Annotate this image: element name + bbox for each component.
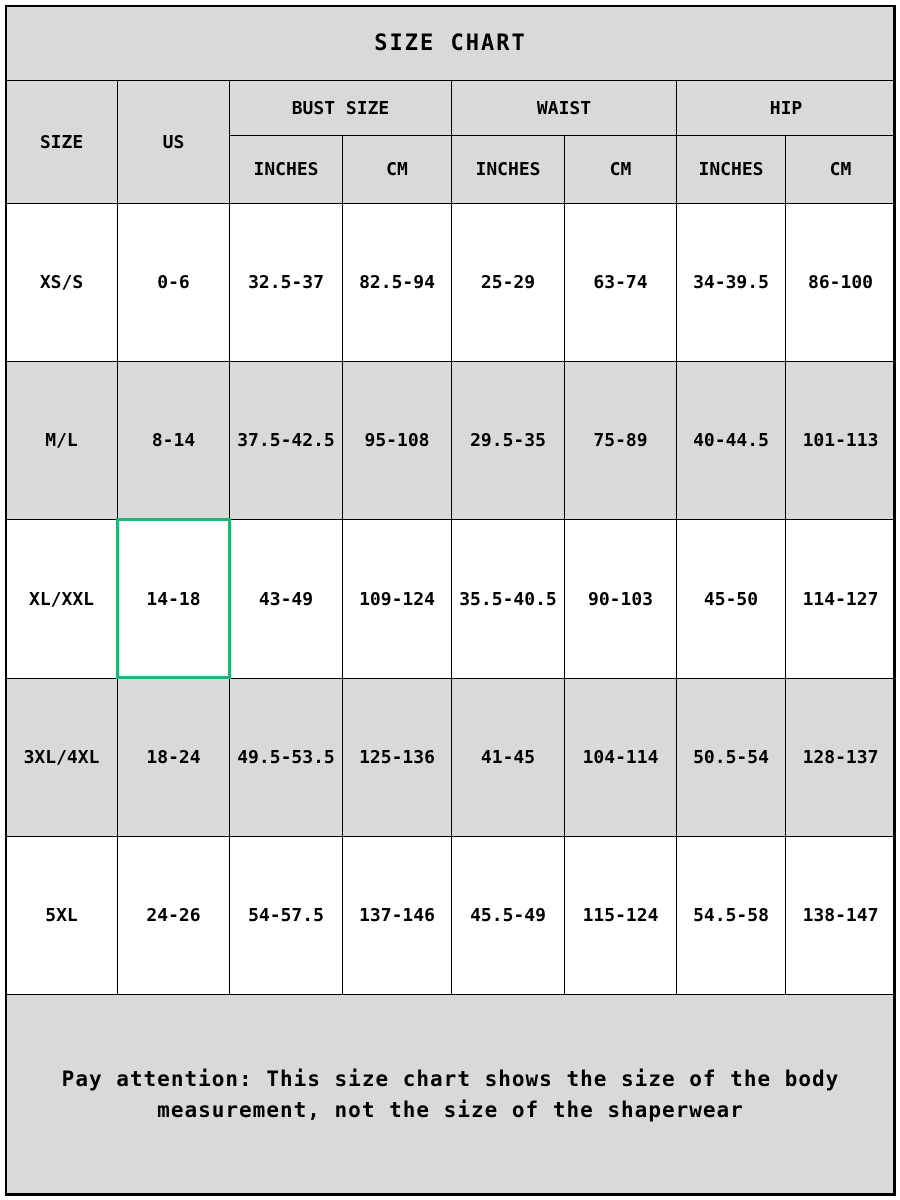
unit-header: INCHES [451, 135, 565, 204]
size-header: SIZE [5, 80, 118, 204]
size-cell[interactable]: 24-26 [117, 836, 230, 995]
size-cell[interactable]: 32.5-37 [229, 203, 343, 362]
size-cell[interactable]: 54-57.5 [229, 836, 343, 995]
size-cell[interactable]: 114-127 [785, 519, 896, 679]
title-cell: SIZE CHART [5, 5, 896, 81]
size-cell[interactable]: 50.5-54 [676, 678, 786, 837]
size-cell[interactable]: 41-45 [451, 678, 565, 837]
size-cell[interactable]: XS/S [5, 203, 118, 362]
size-cell[interactable]: 35.5-40.5 [451, 519, 565, 679]
note-cell: Pay attention: This size chart shows the… [5, 994, 896, 1196]
unit-header: CM [785, 135, 896, 204]
group-header: BUST SIZE [229, 80, 452, 136]
size-cell[interactable]: 63-74 [564, 203, 677, 362]
size-cell[interactable]: 0-6 [117, 203, 230, 362]
size-cell[interactable]: 45-50 [676, 519, 786, 679]
size-cell[interactable]: 29.5-35 [451, 361, 565, 520]
size-cell[interactable]: M/L [5, 361, 118, 520]
size-cell[interactable]: 45.5-49 [451, 836, 565, 995]
size-cell[interactable]: 101-113 [785, 361, 896, 520]
us-header: US [117, 80, 230, 204]
size-cell[interactable]: 40-44.5 [676, 361, 786, 520]
size-cell[interactable]: 125-136 [342, 678, 452, 837]
size-cell[interactable]: 128-137 [785, 678, 896, 837]
size-cell[interactable]: 5XL [5, 836, 118, 995]
size-cell[interactable]: 43-49 [229, 519, 343, 679]
size-cell[interactable]: 95-108 [342, 361, 452, 520]
unit-header: INCHES [676, 135, 786, 204]
size-cell[interactable]: 82.5-94 [342, 203, 452, 362]
size-cell[interactable]: 138-147 [785, 836, 896, 995]
size-cell[interactable]: 90-103 [564, 519, 677, 679]
unit-header: CM [342, 135, 452, 204]
unit-header: INCHES [229, 135, 343, 204]
size-cell[interactable]: 25-29 [451, 203, 565, 362]
size-cell[interactable]: 86-100 [785, 203, 896, 362]
size-cell[interactable]: 3XL/4XL [5, 678, 118, 837]
size-cell[interactable]: 37.5-42.5 [229, 361, 343, 520]
size-cell[interactable]: 8-14 [117, 361, 230, 520]
size-cell[interactable]: 18-24 [117, 678, 230, 837]
size-cell[interactable]: 75-89 [564, 361, 677, 520]
size-cell[interactable]: 54.5-58 [676, 836, 786, 995]
size-cell[interactable]: XL/XXL [5, 519, 118, 679]
size-cell[interactable]: 115-124 [564, 836, 677, 995]
size-cell[interactable]: 109-124 [342, 519, 452, 679]
size-cell[interactable]: 49.5-53.5 [229, 678, 343, 837]
size-cell[interactable]: 137-146 [342, 836, 452, 995]
selection-outline [116, 518, 231, 679]
group-header: HIP [676, 80, 896, 136]
size-cell[interactable]: 104-114 [564, 678, 677, 837]
size-cell[interactable]: 34-39.5 [676, 203, 786, 362]
unit-header: CM [564, 135, 677, 204]
group-header: WAIST [451, 80, 677, 136]
